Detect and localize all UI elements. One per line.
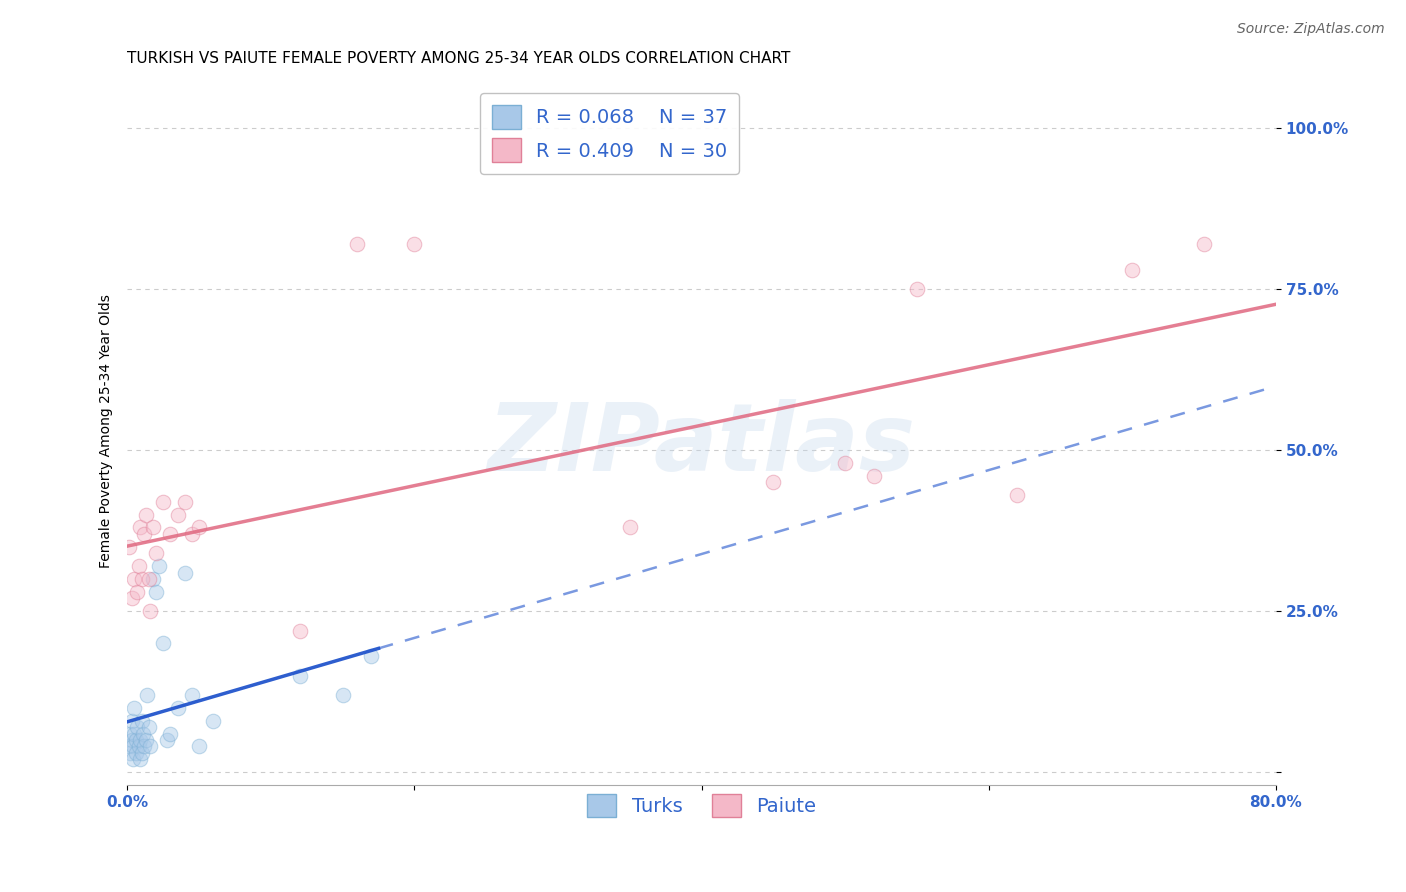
Text: TURKISH VS PAIUTE FEMALE POVERTY AMONG 25-34 YEAR OLDS CORRELATION CHART: TURKISH VS PAIUTE FEMALE POVERTY AMONG 2… (128, 51, 790, 66)
Point (128, 559, 150, 574)
Point (173, 566, 195, 580)
Point (863, 469, 886, 483)
Point (159, 726, 181, 740)
Point (138, 572, 160, 586)
Point (152, 494, 174, 508)
Point (135, 508, 157, 522)
Point (135, 733, 157, 747)
Point (173, 494, 195, 508)
Point (145, 585, 167, 599)
Point (134, 739, 156, 754)
Point (159, 527, 181, 541)
Point (118, 739, 141, 754)
Point (127, 585, 149, 599)
Point (127, 720, 149, 734)
Point (131, 714, 153, 728)
Legend: Turks, Paiute: Turks, Paiute (579, 786, 824, 825)
Point (131, 746, 153, 760)
Point (360, 649, 382, 664)
Point (122, 739, 145, 754)
Point (122, 752, 145, 766)
Point (142, 520, 165, 534)
Point (619, 520, 641, 534)
Point (139, 739, 162, 754)
Point (120, 726, 142, 740)
Point (156, 733, 179, 747)
Point (124, 726, 146, 740)
Point (180, 527, 202, 541)
Point (129, 752, 152, 766)
Point (1007, 488, 1029, 502)
Point (180, 688, 202, 702)
Point (834, 456, 856, 470)
Point (139, 604, 162, 618)
Point (118, 540, 141, 554)
Point (129, 733, 152, 747)
Point (166, 701, 188, 715)
Point (129, 520, 152, 534)
Point (202, 714, 225, 728)
Point (762, 475, 785, 490)
Point (134, 527, 156, 541)
Point (288, 668, 311, 682)
Point (145, 546, 167, 560)
Point (288, 624, 311, 638)
Point (1192, 237, 1215, 252)
Point (332, 688, 354, 702)
Point (121, 714, 143, 728)
Text: Source: ZipAtlas.com: Source: ZipAtlas.com (1237, 22, 1385, 37)
Point (152, 636, 174, 650)
Point (404, 237, 426, 252)
Point (905, 282, 928, 296)
Point (142, 572, 165, 586)
Point (166, 508, 188, 522)
Point (124, 572, 146, 586)
Point (121, 733, 143, 747)
Text: ZIPatlas: ZIPatlas (488, 399, 915, 491)
Point (346, 237, 368, 252)
Point (124, 701, 146, 715)
Point (138, 720, 160, 734)
Point (188, 739, 211, 754)
Point (1121, 262, 1143, 277)
Point (188, 520, 211, 534)
Point (132, 726, 155, 740)
Y-axis label: Female Poverty Among 25-34 Year Olds: Female Poverty Among 25-34 Year Olds (100, 293, 114, 568)
Point (125, 746, 148, 760)
Point (131, 572, 153, 586)
Point (120, 746, 142, 760)
Point (136, 688, 159, 702)
Point (148, 559, 170, 574)
Point (121, 591, 143, 606)
Point (128, 739, 150, 754)
Point (125, 733, 148, 747)
